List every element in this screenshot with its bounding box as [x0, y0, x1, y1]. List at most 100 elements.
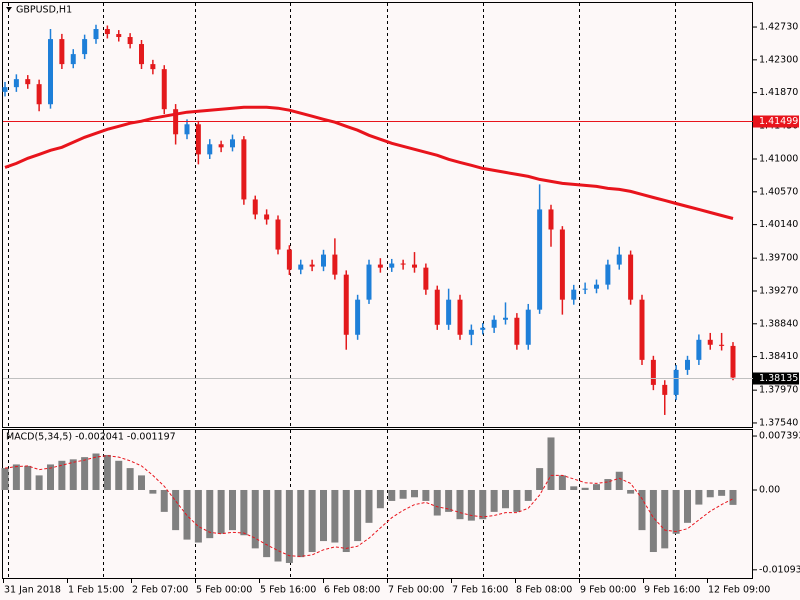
- macd-bar: [649, 489, 657, 553]
- candle-body: [537, 209, 543, 310]
- macd-bar: [194, 489, 202, 543]
- macd-bar: [206, 489, 214, 539]
- candle-body: [605, 264, 611, 285]
- y-tick-label: 1.39270: [759, 285, 798, 296]
- candle-body: [559, 229, 565, 300]
- candle-body: [457, 299, 463, 335]
- x-tick-label: 5 Feb 16:00: [260, 585, 316, 596]
- candle-body: [571, 289, 577, 300]
- candle-body: [616, 254, 622, 265]
- macd-bar: [502, 489, 509, 509]
- macd-bar: [160, 489, 168, 512]
- candle-body: [13, 79, 19, 88]
- macd-bar: [320, 489, 327, 542]
- candle-body: [582, 288, 588, 290]
- candle-body: [480, 327, 486, 330]
- macd-bar: [1, 468, 9, 490]
- candle-body: [275, 219, 281, 250]
- macd-bar: [729, 489, 737, 505]
- y-tick-label: 1.39700: [759, 253, 798, 264]
- candle-body: [446, 299, 452, 325]
- candle-body: [377, 264, 383, 268]
- macd-bar: [570, 486, 578, 490]
- macd-bar: [103, 454, 111, 490]
- y-tick-label: 1.42300: [759, 54, 798, 65]
- macd-bar: [331, 489, 339, 543]
- candle-body: [184, 124, 190, 135]
- candle-body: [321, 254, 326, 267]
- candle-body: [218, 144, 224, 148]
- macd-bar: [558, 475, 566, 490]
- macd-bar: [627, 489, 635, 494]
- macd-bar: [422, 489, 430, 501]
- macd-bar: [547, 437, 555, 490]
- candle-body: [59, 39, 65, 65]
- candle-body: [195, 124, 201, 155]
- macd-bar: [12, 464, 20, 490]
- macd-bar: [149, 489, 157, 494]
- macd-bar: [297, 489, 305, 558]
- macd-bar: [411, 489, 418, 498]
- x-tick-label: 7 Feb 16:00: [452, 585, 508, 596]
- candle-body: [127, 37, 133, 45]
- macd-bar: [285, 489, 293, 563]
- candle-body: [48, 39, 53, 105]
- macd-bar: [172, 489, 180, 531]
- macd-bar: [433, 489, 441, 516]
- macd-bar: [308, 489, 316, 553]
- candle-body: [104, 29, 110, 35]
- macd-bar: [490, 489, 498, 512]
- candle-body: [343, 274, 349, 335]
- candle-body: [514, 317, 520, 345]
- macd-bar: [479, 489, 487, 520]
- macd-bar: [376, 489, 384, 509]
- y-tick-label: 1.41870: [759, 87, 798, 98]
- candle-body: [628, 254, 634, 300]
- price-label: 1.41499: [759, 116, 798, 127]
- candle-body: [264, 214, 270, 220]
- macd-bar: [399, 489, 407, 499]
- macd-bar: [445, 489, 453, 512]
- macd-bar: [467, 489, 475, 521]
- candle-body: [650, 359, 656, 385]
- candle-body: [685, 359, 690, 370]
- candle-body: [116, 34, 122, 38]
- candle-body: [548, 209, 554, 230]
- candle-body: [389, 263, 395, 268]
- candle-body: [230, 139, 235, 148]
- x-tick-label: 6 Feb 08:00: [324, 585, 380, 596]
- candle-body: [241, 139, 247, 200]
- candle-body: [355, 299, 361, 335]
- candle-body: [82, 39, 88, 55]
- macd-bar: [58, 460, 66, 490]
- macd-bar: [718, 489, 726, 496]
- macd-bar: [240, 489, 248, 536]
- macd-bar: [69, 459, 77, 490]
- candle-body: [332, 254, 338, 275]
- x-tick-label: 9 Feb 16:00: [644, 585, 700, 596]
- candle-body: [298, 264, 304, 270]
- y-tick-label: 1.41000: [759, 154, 798, 165]
- macd-title: MACD(5,34,5) -0.002041 -0.001197: [6, 432, 176, 443]
- candle-body: [150, 64, 156, 70]
- macd-pane: [2, 429, 753, 579]
- price-pane: [2, 2, 753, 428]
- candle-body: [36, 84, 42, 105]
- candle-body: [468, 329, 474, 335]
- candle-body: [207, 144, 213, 155]
- y-tick-label: 0.007393: [759, 431, 800, 442]
- candle-body: [503, 317, 508, 320]
- candle-body: [25, 79, 31, 85]
- price-label: 1.38135: [759, 373, 798, 384]
- candle-body: [2, 87, 8, 92]
- moving-average: [4, 105, 734, 220]
- chart-title: GBPUSD,H1: [16, 5, 72, 16]
- y-tick-label: 1.38410: [759, 351, 798, 362]
- macd-bar: [388, 489, 396, 501]
- macd-bar: [126, 468, 134, 490]
- x-tick-label: 9 Feb 00:00: [580, 585, 636, 596]
- y-tick-label: 0.00: [759, 484, 780, 495]
